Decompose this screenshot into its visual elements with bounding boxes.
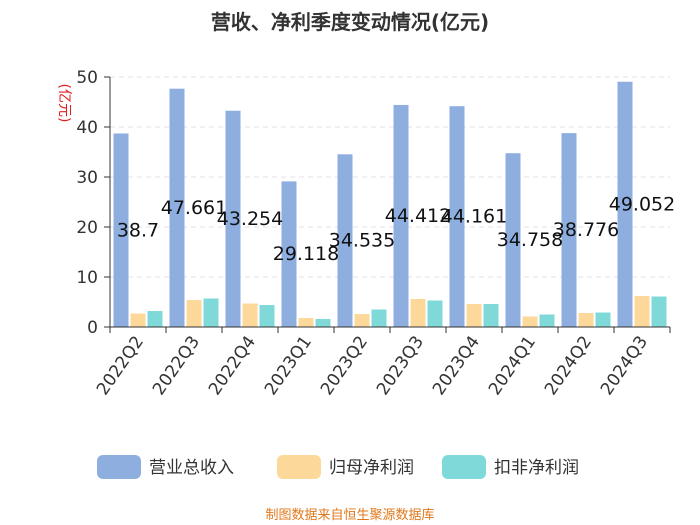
bar[interactable] (315, 319, 331, 327)
data-label: 43.254 (217, 208, 283, 230)
x-tick-label: 2024Q2 (541, 332, 596, 399)
bar[interactable] (427, 300, 443, 328)
bar[interactable] (242, 303, 258, 328)
bar[interactable] (298, 318, 314, 327)
bar[interactable] (449, 106, 465, 327)
bars (113, 81, 667, 328)
bar[interactable] (393, 104, 409, 327)
data-label: 38.7 (117, 219, 159, 241)
bar[interactable] (113, 133, 129, 328)
bar[interactable] (337, 154, 353, 327)
legend-swatch (97, 455, 141, 479)
bar[interactable] (578, 313, 594, 327)
data-label: 49.052 (609, 193, 675, 215)
bar[interactable] (147, 311, 163, 327)
x-tick-label: 2022Q2 (93, 332, 148, 399)
data-label: 29.118 (273, 243, 339, 265)
bar[interactable] (259, 305, 275, 327)
bar[interactable] (281, 181, 297, 327)
legend-label: 扣非净利润 (494, 458, 579, 478)
y-tick-label: 20 (76, 218, 98, 238)
bar[interactable] (466, 304, 482, 327)
bar[interactable] (634, 296, 650, 327)
data-label: 47.661 (161, 197, 227, 219)
bar[interactable] (561, 133, 577, 327)
legend-swatch (442, 455, 486, 479)
bar[interactable] (130, 313, 146, 328)
bar[interactable] (595, 312, 611, 328)
chart-title: 营收、净利季度变动情况(亿元) (211, 10, 489, 34)
legend-item[interactable]: 扣非净利润 (442, 455, 579, 479)
x-tick-label: 2023Q4 (429, 332, 484, 399)
legend[interactable]: 营业总收入 归母净利润 扣非净利润 (97, 455, 579, 479)
legend-item[interactable]: 归母净利润 (277, 455, 414, 479)
x-tick-label: 2023Q1 (261, 332, 316, 399)
legend-swatch (277, 455, 321, 479)
legend-label: 归母净利润 (329, 458, 414, 478)
data-label: 44.161 (441, 206, 507, 228)
x-axis: 2022Q2 2022Q3 2022Q4 2023Q1 2023Q2 2023Q3 2023… (93, 327, 671, 399)
data-label: 34.758 (497, 229, 563, 251)
bar[interactable] (371, 309, 387, 328)
bar[interactable] (522, 316, 538, 328)
legend-item[interactable]: 营业总收入 (97, 455, 234, 479)
y-tick-label: 30 (76, 168, 98, 188)
x-tick-label: 2024Q3 (597, 332, 652, 399)
source-note: 制图数据来自恒生聚源数据库 (265, 507, 434, 523)
x-tick-label: 2023Q3 (373, 332, 428, 399)
legend-label: 营业总收入 (149, 458, 234, 478)
y-tick-label: 50 (76, 68, 98, 88)
bar[interactable] (617, 81, 633, 328)
bar[interactable] (169, 88, 185, 327)
x-tick-label: 2022Q3 (149, 332, 204, 399)
y-tick-label: 40 (76, 118, 98, 138)
bar[interactable] (203, 298, 219, 328)
y-tick-label: 10 (76, 268, 98, 288)
bar[interactable] (505, 153, 521, 327)
data-label: 44.412 (385, 205, 451, 227)
bar[interactable] (410, 299, 426, 327)
data-label: 38.776 (553, 219, 619, 241)
x-tick-label: 2024Q1 (485, 332, 540, 399)
y-tick-label: 0 (87, 318, 98, 338)
bar[interactable] (651, 296, 667, 328)
x-tick-label: 2022Q4 (205, 332, 260, 399)
data-label: 34.535 (329, 230, 395, 252)
y-unit-label: (亿元) (56, 84, 72, 123)
bar[interactable] (186, 300, 202, 327)
y-axis: 0 10 20 30 40 50 (76, 68, 670, 338)
x-tick-label: 2023Q2 (317, 332, 372, 399)
bar[interactable] (225, 110, 241, 327)
bar[interactable] (354, 314, 370, 327)
bar[interactable] (539, 314, 555, 328)
bar[interactable] (483, 304, 499, 327)
